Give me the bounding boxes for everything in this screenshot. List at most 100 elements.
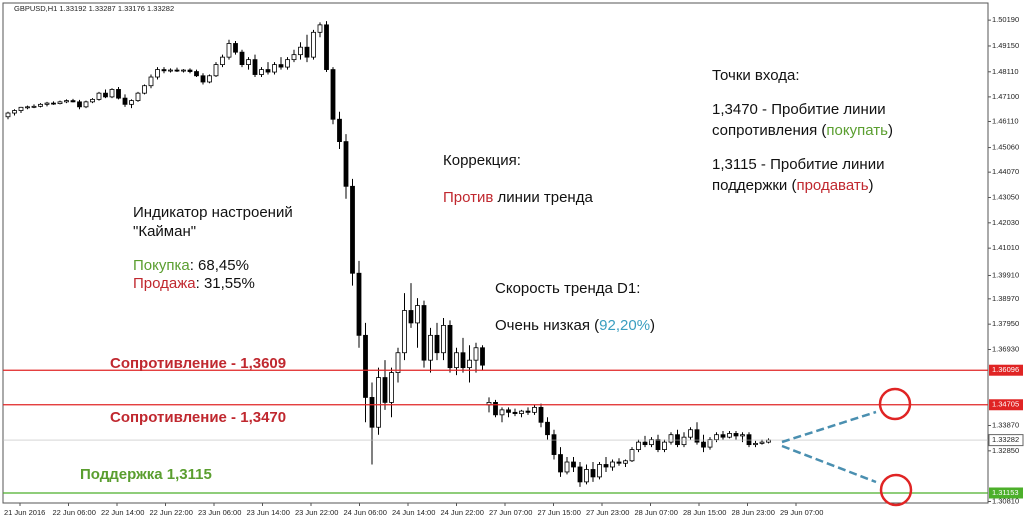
annotation: 1,3115 - Пробитие линии — [712, 156, 884, 173]
x-tick-label: 24 Jun 14:00 — [392, 508, 435, 517]
x-tick-label: 27 Jun 23:00 — [586, 508, 629, 517]
candle-body — [395, 352, 401, 373]
candle-body — [317, 24, 323, 33]
annotation-part: Индикатор настроений — [133, 204, 293, 221]
forecast — [781, 387, 913, 507]
annotation-part: Против — [443, 189, 493, 206]
x-tick-label: 28 Jun 23:00 — [732, 508, 775, 517]
x-tick-label: 24 Jun 06:00 — [344, 508, 387, 517]
candle-body — [564, 461, 570, 473]
annotation-part: 1,3470 - Пробитие линии — [712, 101, 886, 118]
candle-body — [727, 433, 732, 438]
candle-body — [428, 334, 433, 361]
candle-body — [148, 76, 154, 87]
candle-body — [12, 110, 17, 114]
candle-body — [356, 272, 362, 336]
candle-body — [655, 439, 661, 450]
candle-body — [337, 118, 342, 142]
candle-body — [96, 92, 102, 100]
candle-body — [707, 439, 713, 448]
annotation-part: покупать — [826, 122, 888, 139]
annotation-part: Продажа — [133, 275, 196, 292]
candle-body — [766, 439, 771, 443]
candle-body — [38, 103, 43, 107]
y-tick-label: 1.43050 — [992, 192, 1019, 201]
y-tick-label: 1.30810 — [992, 496, 1019, 505]
annotation-part: : 68,45% — [190, 257, 249, 274]
candle-body — [480, 347, 485, 366]
annotation: 1,3470 - Пробитие линии — [712, 101, 886, 118]
x-tick-label: 22 Jun 22:00 — [150, 508, 193, 517]
candle-body — [265, 69, 271, 73]
candle-body — [512, 411, 518, 414]
x-tick-label: 28 Jun 07:00 — [635, 508, 678, 517]
x-tick-label: 22 Jun 14:00 — [101, 508, 144, 517]
candle-body — [70, 100, 76, 103]
x-tick-label: 27 Jun 07:00 — [489, 508, 532, 517]
candle-body — [51, 102, 56, 105]
annotation-part: Коррекция: — [443, 152, 521, 169]
candle-body — [590, 469, 596, 478]
candle-body — [759, 441, 765, 444]
candle-body — [681, 436, 687, 446]
candle-body — [415, 305, 420, 324]
y-tick-label: 1.44070 — [992, 167, 1019, 176]
candle-body — [122, 97, 128, 105]
candle-body — [603, 464, 609, 468]
candle-body — [571, 461, 576, 468]
price-tag — [988, 434, 1024, 447]
y-tick-label: 1.46110 — [992, 116, 1019, 125]
candle-body — [77, 101, 82, 108]
annotation-part: ) — [888, 122, 893, 139]
x-tick-label: 23 Jun 14:00 — [247, 508, 290, 517]
candle-body — [610, 461, 615, 468]
candle-body — [330, 69, 336, 120]
y-tick-label: 1.37950 — [992, 319, 1019, 328]
candle-body — [272, 64, 277, 73]
annotation-part: Скорость тренда D1: — [495, 280, 640, 297]
candle-body — [31, 105, 37, 108]
candle-body — [668, 434, 674, 443]
candle-body — [252, 59, 258, 75]
candle-body — [629, 449, 635, 462]
x-tick-label: 24 Jun 22:00 — [441, 508, 484, 517]
annotation-part: Сопротивление - 1,3470 — [110, 409, 286, 426]
annotation-part: линии тренда — [493, 189, 593, 206]
candle-body — [200, 75, 206, 83]
candle-body — [239, 51, 245, 65]
candle-body — [447, 325, 453, 369]
candle-body — [369, 397, 375, 428]
x-tick-label: 22 Jun 06:00 — [53, 508, 96, 517]
candle-body — [733, 433, 739, 437]
candle-body — [181, 69, 186, 72]
annotation: Скорость тренда D1: — [495, 280, 640, 297]
candle-body — [220, 56, 225, 65]
candle-body — [473, 347, 479, 361]
x-tick-label: 23 Jun 22:00 — [295, 508, 338, 517]
annotation: "Кайман" — [133, 223, 196, 240]
candle-body — [623, 460, 628, 464]
y-tick-label: 1.42030 — [992, 218, 1019, 227]
annotation: Сопротивление - 1,3609 — [110, 355, 286, 372]
y-tick-label: 1.48110 — [992, 67, 1019, 76]
candle-body — [278, 64, 284, 68]
candle-body — [376, 377, 381, 428]
candle-body — [350, 185, 355, 274]
annotation: Индикатор настроений — [133, 204, 293, 221]
annotation: Против линии тренда — [443, 189, 593, 206]
candle-body — [382, 377, 388, 403]
annotation-part: Поддержка 1,3115 — [80, 466, 212, 483]
candle-body — [64, 100, 69, 103]
annotation-part: сопротивления ( — [712, 122, 826, 139]
y-tick-label: 1.47100 — [992, 92, 1019, 101]
x-tick-label: 29 Jun 07:00 — [780, 508, 823, 517]
candle-body — [460, 352, 466, 369]
candle-body — [636, 441, 641, 450]
x-tick-label: 23 Jun 06:00 — [198, 508, 241, 517]
annotation-part: Точки входа: — [712, 67, 800, 84]
candle-body — [304, 46, 310, 58]
candle-body — [649, 439, 654, 446]
candle-body — [740, 434, 745, 437]
candle-body — [168, 69, 173, 72]
candle-body — [577, 466, 583, 483]
